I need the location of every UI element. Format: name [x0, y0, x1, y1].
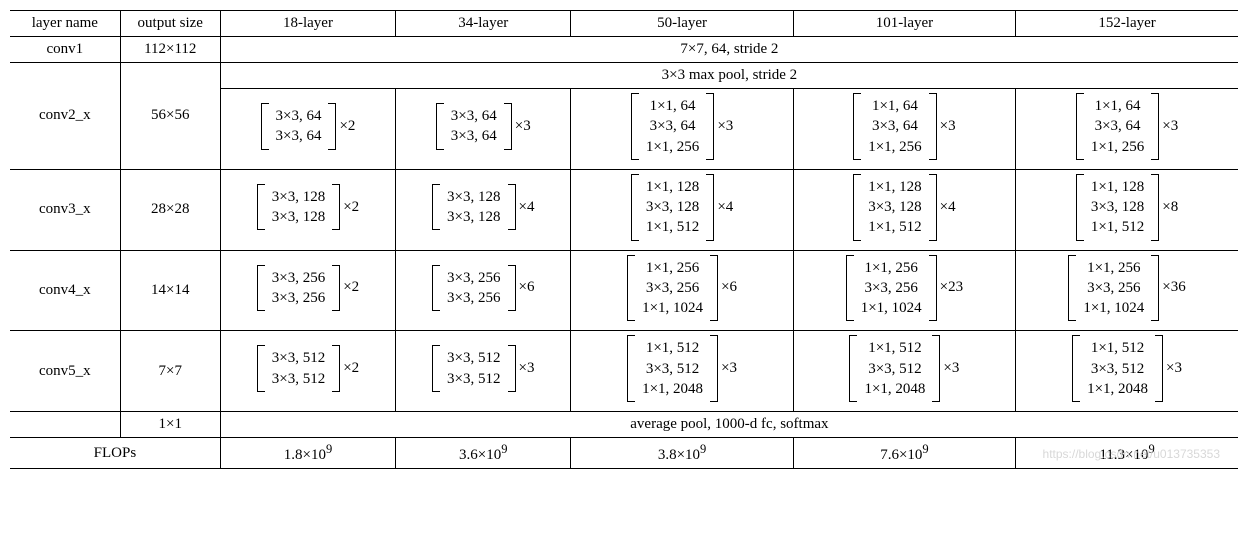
conv2-name: conv2_x	[10, 63, 120, 170]
conv1-output: 112×112	[120, 37, 220, 63]
conv4-block-34: 3×3, 2563×3, 256×6	[396, 250, 571, 331]
conv3-output: 28×28	[120, 169, 220, 250]
header-50-layer: 50-layer	[571, 11, 793, 37]
flops-34: 3.6×109	[396, 438, 571, 469]
conv3-block-152: 1×1, 1283×3, 1281×1, 512×8	[1016, 169, 1238, 250]
conv2-pool-row: conv2_x 56×56 3×3 max pool, stride 2	[10, 63, 1238, 89]
final-row: 1×1 average pool, 1000-d fc, softmax	[10, 412, 1238, 438]
maxpool-desc: 3×3 max pool, stride 2	[220, 63, 1238, 89]
conv2-block-34: 3×3, 643×3, 64×3	[396, 89, 571, 170]
conv5-block-50: 1×1, 5123×3, 5121×1, 2048×3	[571, 331, 793, 412]
conv1-row: conv1 112×112 7×7, 64, stride 2	[10, 37, 1238, 63]
conv2-block-18: 3×3, 643×3, 64×2	[220, 89, 395, 170]
conv5-output: 7×7	[120, 331, 220, 412]
conv2-block-152: 1×1, 643×3, 641×1, 256×3	[1016, 89, 1238, 170]
resnet-architecture-table: layer name output size 18-layer 34-layer…	[10, 10, 1238, 469]
conv3-block-18: 3×3, 1283×3, 128×2	[220, 169, 395, 250]
flops-152: 11.3×109	[1016, 438, 1238, 469]
header-output-size: output size	[120, 11, 220, 37]
conv5-name: conv5_x	[10, 331, 120, 412]
conv3-row: conv3_x 28×28 3×3, 1283×3, 128×2 3×3, 12…	[10, 169, 1238, 250]
final-name-empty	[10, 412, 120, 438]
conv4-block-152: 1×1, 2563×3, 2561×1, 1024×36	[1016, 250, 1238, 331]
conv4-output: 14×14	[120, 250, 220, 331]
conv4-block-101: 1×1, 2563×3, 2561×1, 1024×23	[793, 250, 1015, 331]
final-desc: average pool, 1000-d fc, softmax	[220, 412, 1238, 438]
conv5-block-34: 3×3, 5123×3, 512×3	[396, 331, 571, 412]
flops-row: FLOPs 1.8×109 3.6×109 3.8×109 7.6×109 11…	[10, 438, 1238, 469]
flops-50: 3.8×109	[571, 438, 793, 469]
final-output: 1×1	[120, 412, 220, 438]
conv5-row: conv5_x 7×7 3×3, 5123×3, 512×2 3×3, 5123…	[10, 331, 1238, 412]
conv5-block-101: 1×1, 5123×3, 5121×1, 2048×3	[793, 331, 1015, 412]
table-header-row: layer name output size 18-layer 34-layer…	[10, 11, 1238, 37]
conv5-block-152: 1×1, 5123×3, 5121×1, 2048×3	[1016, 331, 1238, 412]
header-152-layer: 152-layer	[1016, 11, 1238, 37]
conv1-desc: 7×7, 64, stride 2	[220, 37, 1238, 63]
flops-101: 7.6×109	[793, 438, 1015, 469]
header-101-layer: 101-layer	[793, 11, 1015, 37]
conv4-row: conv4_x 14×14 3×3, 2563×3, 256×2 3×3, 25…	[10, 250, 1238, 331]
header-34-layer: 34-layer	[396, 11, 571, 37]
conv5-block-18: 3×3, 5123×3, 512×2	[220, 331, 395, 412]
conv3-name: conv3_x	[10, 169, 120, 250]
header-18-layer: 18-layer	[220, 11, 395, 37]
conv3-block-101: 1×1, 1283×3, 1281×1, 512×4	[793, 169, 1015, 250]
conv4-block-18: 3×3, 2563×3, 256×2	[220, 250, 395, 331]
conv2-output: 56×56	[120, 63, 220, 170]
conv2-block-101: 1×1, 643×3, 641×1, 256×3	[793, 89, 1015, 170]
header-layer-name: layer name	[10, 11, 120, 37]
conv3-block-34: 3×3, 1283×3, 128×4	[396, 169, 571, 250]
flops-18: 1.8×109	[220, 438, 395, 469]
conv4-name: conv4_x	[10, 250, 120, 331]
conv1-name: conv1	[10, 37, 120, 63]
conv3-block-50: 1×1, 1283×3, 1281×1, 512×4	[571, 169, 793, 250]
conv2-block-50: 1×1, 643×3, 641×1, 256×3	[571, 89, 793, 170]
flops-label: FLOPs	[10, 438, 220, 469]
conv4-block-50: 1×1, 2563×3, 2561×1, 1024×6	[571, 250, 793, 331]
